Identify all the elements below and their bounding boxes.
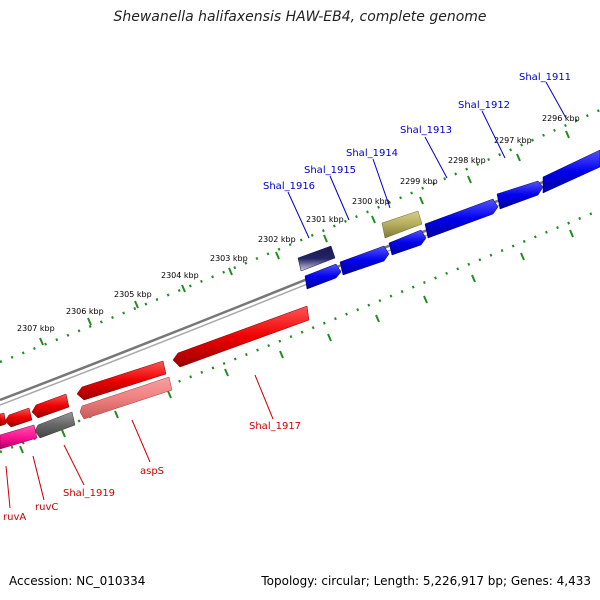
tick-mark <box>327 333 332 342</box>
tick-mark <box>114 410 119 419</box>
tick-label-2298: 2298 kbp <box>448 156 486 165</box>
tick-mark <box>471 274 476 283</box>
tick-mark <box>279 350 284 359</box>
tick-mark <box>375 314 380 323</box>
leader-shal-1914 <box>372 158 391 209</box>
tick-mark <box>569 229 574 238</box>
gene-label-shal-1915[interactable]: Shal_1915 <box>304 165 356 176</box>
tick-mark <box>423 295 428 304</box>
gene-arrow-aspS[interactable] <box>79 376 173 420</box>
tick-label-2306: 2306 kbp <box>66 307 104 316</box>
gene-arrow-shal-1918[interactable] <box>76 360 167 401</box>
gene-label-shal-1919[interactable]: Shal_1919 <box>63 488 115 499</box>
leader-shal-1916 <box>287 191 310 239</box>
gene-label-shal-1913[interactable]: Shal_1913 <box>400 125 452 136</box>
outer-ticks <box>39 130 570 346</box>
tick-label-2302: 2302 kbp <box>258 235 296 244</box>
gene-arrow-red-small-3[interactable] <box>0 412 7 427</box>
tick-mark <box>39 337 44 346</box>
tick-mark <box>181 284 186 293</box>
gene-arrow-shal-1912[interactable] <box>496 180 544 210</box>
leader-ruvA <box>5 465 11 509</box>
tick-mark <box>371 215 376 224</box>
gene-label-shal-1917[interactable]: Shal_1917 <box>249 421 301 432</box>
gene-label-ruvA[interactable]: ruvA <box>3 512 26 523</box>
leader-shal-1917 <box>254 374 274 420</box>
tick-mark <box>19 445 24 454</box>
gene-arrow-ruvC[interactable] <box>0 424 38 450</box>
gene-arrow-red-small-2[interactable] <box>4 407 33 428</box>
map-title: Shewanella halifaxensis HAW-EB4, complet… <box>113 9 487 25</box>
reverse-strand-features <box>0 305 310 450</box>
gene-arrow-shal-1915[interactable] <box>339 245 390 276</box>
trna-like-feature[interactable] <box>381 210 423 239</box>
tick-label-2299: 2299 kbp <box>400 177 438 186</box>
gene-arrow-red-small-1[interactable] <box>31 393 70 419</box>
gene-label-shal-1916[interactable]: Shal_1916 <box>263 181 315 192</box>
gene-arrow-shal-1917[interactable] <box>172 305 310 368</box>
forward-strand-features <box>297 149 600 290</box>
leader-aspS <box>131 419 151 463</box>
tick-mark <box>516 153 521 162</box>
tick-mark <box>419 196 424 205</box>
gene-arrow-shal-1913[interactable] <box>424 198 499 239</box>
leader-shal-1919 <box>63 444 85 486</box>
tick-mark <box>565 130 570 139</box>
leader-shal-1913 <box>424 136 448 179</box>
tick-mark <box>87 317 92 326</box>
tick-label-2305: 2305 kbp <box>114 290 152 299</box>
tick-mark <box>167 390 172 399</box>
tick-label-2300: 2300 kbp <box>352 197 390 206</box>
tick-label-2296: 2296 kbp <box>542 114 580 123</box>
gene-label-aspS[interactable]: aspS <box>140 466 164 477</box>
tick-label-2304: 2304 kbp <box>161 271 199 280</box>
gene-label-shal-1914[interactable]: Shal_1914 <box>346 148 398 159</box>
genome-summary-text: Topology: circular; Length: 5,226,917 bp… <box>261 574 591 588</box>
tick-mark <box>134 300 139 309</box>
leader-shal-1911 <box>545 81 567 119</box>
tick-label-2301: 2301 kbp <box>306 215 344 224</box>
gene-label-shal-1912[interactable]: Shal_1912 <box>458 100 510 111</box>
accession-text: Accession: NC_010334 <box>9 574 146 588</box>
tick-mark <box>275 251 280 260</box>
tick-mark <box>228 267 233 276</box>
tick-mark <box>323 234 328 243</box>
leader-shal-1915 <box>329 175 350 221</box>
tick-mark <box>467 175 472 184</box>
tick-label-2303: 2303 kbp <box>210 254 248 263</box>
tick-label-2297: 2297 kbp <box>494 136 532 145</box>
tick-mark <box>520 252 525 261</box>
leader-shal-1912 <box>481 110 506 159</box>
gene-arrow-shal-1916[interactable] <box>304 263 342 290</box>
tick-mark <box>61 429 66 438</box>
gene-label-ruvC[interactable]: ruvC <box>35 502 58 513</box>
tick-mark <box>224 368 229 377</box>
gene-label-shal-1911[interactable]: Shal_1911 <box>519 72 571 83</box>
tick-label-2307: 2307 kbp <box>17 324 55 333</box>
gene-arrow-shal-1911[interactable] <box>542 149 600 194</box>
navy-feature[interactable] <box>297 245 336 272</box>
inner-ticks <box>19 229 574 454</box>
leader-ruvC <box>32 455 45 501</box>
label-leaders <box>5 81 567 509</box>
gene-arrow-shal-1914[interactable] <box>388 229 427 256</box>
gene-arrow-shal-1919[interactable] <box>34 411 76 439</box>
